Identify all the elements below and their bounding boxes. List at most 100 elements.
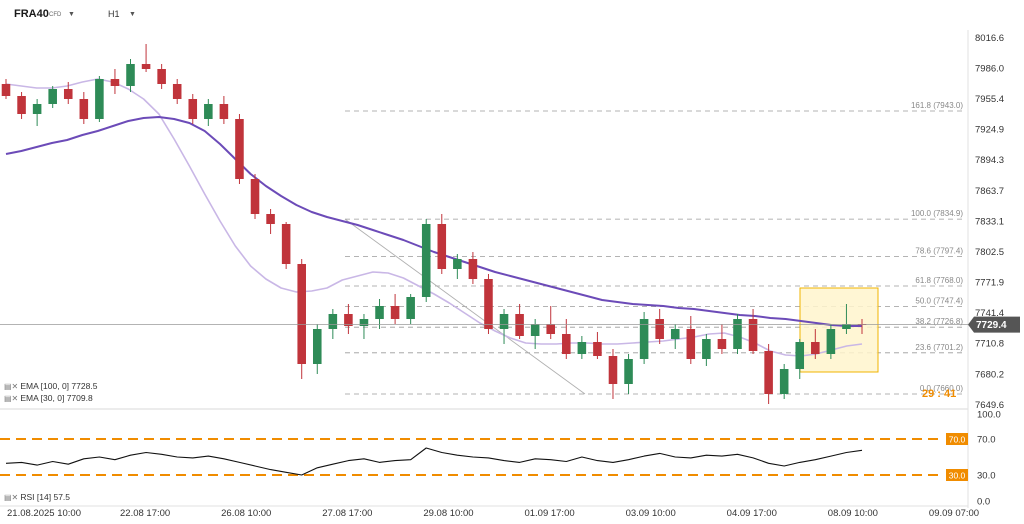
fib-level-label: 0.0 (7660.0) xyxy=(920,384,963,393)
candle-body xyxy=(359,319,369,326)
rsi-tick-label: 70.0 xyxy=(977,435,996,446)
current-price-label: 7729.4 xyxy=(976,320,1007,331)
rsi-tick-label: 30.0 xyxy=(977,471,996,482)
candle-body xyxy=(670,329,680,339)
rsi-level-tag-label: 30.0 xyxy=(949,471,966,481)
candle-body xyxy=(484,279,493,329)
candle-body xyxy=(48,89,57,104)
legend-rsi-value: 57.5 xyxy=(53,492,71,502)
price-tick-label: 7680.2 xyxy=(975,369,1004,380)
zone-note: 29 : 41 xyxy=(922,388,956,400)
candle-body xyxy=(748,319,758,351)
candle-body xyxy=(312,329,322,364)
candle-body xyxy=(266,214,275,224)
candle-body xyxy=(172,84,182,99)
legend-settings-icon[interactable]: ▤✕ xyxy=(4,493,19,502)
fib-level-label: 50.0 (7747.4) xyxy=(915,297,963,306)
candle-body xyxy=(608,356,618,384)
candle-body xyxy=(779,369,789,394)
legend-ema30-label: EMA [30, 0] xyxy=(20,393,65,403)
current-price-tag xyxy=(968,316,1020,333)
candle-body xyxy=(468,259,478,279)
time-tick-label: 27.08 17:00 xyxy=(322,508,372,519)
candle-body xyxy=(639,319,649,359)
candle-body xyxy=(110,79,120,86)
price-tick-label: 7802.5 xyxy=(975,247,1004,258)
candle-body xyxy=(530,324,540,336)
fib-level-label: 78.6 (7797.4) xyxy=(915,247,963,256)
price-tick-label: 7924.9 xyxy=(975,125,1004,136)
price-tick-label: 7894.3 xyxy=(975,155,1004,166)
ema100-line xyxy=(5,116,862,327)
candle-body xyxy=(95,79,104,119)
candle-body xyxy=(188,99,198,119)
candle-body xyxy=(842,324,851,329)
time-tick-label: 29.08 10:00 xyxy=(423,508,473,519)
candle-body xyxy=(499,314,509,329)
time-tick-label: 08.09 10:00 xyxy=(828,508,878,519)
time-tick-label: 09.09 07:00 xyxy=(929,508,979,519)
candle-body xyxy=(795,342,805,369)
time-tick-label: 01.09 17:00 xyxy=(524,508,574,519)
symbol-chevron-down-icon[interactable]: ▼ xyxy=(68,11,75,18)
price-tick-label: 7833.1 xyxy=(975,216,1004,227)
rsi-level-tag xyxy=(946,469,968,481)
candle-body xyxy=(733,319,742,349)
price-tick-label: 7649.6 xyxy=(975,400,1004,411)
candle-body xyxy=(281,224,291,264)
rsi-level-tag xyxy=(946,433,968,445)
candle-body xyxy=(686,329,696,359)
fib-level-label: 100.0 (7834.9) xyxy=(911,209,963,218)
candle-body xyxy=(811,342,820,354)
time-tick-label: 22.08 17:00 xyxy=(120,508,170,519)
symbol-selector[interactable]: FRA40 xyxy=(14,8,49,20)
candle-body xyxy=(250,179,260,214)
current-price-marker: 7729.4 xyxy=(0,316,1020,333)
candle-body xyxy=(624,359,633,384)
price-tick-label: 7955.4 xyxy=(975,94,1004,105)
rsi-line xyxy=(5,447,863,476)
candle-body xyxy=(32,104,42,114)
candle-body xyxy=(141,64,151,69)
candle-body xyxy=(235,119,244,179)
candle-body xyxy=(421,224,431,297)
candle-body xyxy=(375,306,384,319)
candle-body xyxy=(437,224,447,269)
candle-body xyxy=(219,104,229,119)
candle-body xyxy=(17,96,26,114)
timeframe-chevron-down-icon[interactable]: ▼ xyxy=(129,11,136,18)
candle-body xyxy=(126,64,135,86)
legend-ema100-label: EMA [100, 0] xyxy=(20,381,70,391)
price-axis: 8016.6 7986.0 7955.4 7924.9 7894.3 7863.7 7833… xyxy=(975,33,1004,411)
legend-ema30[interactable]: ▤✕ EMA [30, 0] 7709.8 xyxy=(4,393,93,403)
ema30-line xyxy=(5,78,863,357)
candle-body xyxy=(655,319,664,339)
fib-trend-line xyxy=(344,218,586,395)
rsi-tick-label: 100.0 xyxy=(977,410,1001,421)
candle-body xyxy=(593,342,602,356)
time-tick-label: 21.08.2025 10:00 xyxy=(7,508,81,519)
candle-body xyxy=(297,264,306,364)
candle-body xyxy=(453,259,462,269)
candle-body xyxy=(204,104,213,119)
ema-lines xyxy=(5,78,863,357)
candle-body xyxy=(63,89,73,99)
timeframe-selector[interactable]: H1 xyxy=(108,9,120,19)
legend-settings-icon[interactable]: ▤✕ xyxy=(4,382,19,391)
setup-highlight-box xyxy=(799,287,879,373)
fib-level-label: 161.8 (7943.0) xyxy=(911,101,963,110)
candle-body xyxy=(157,69,166,84)
price-tick-label: 8016.6 xyxy=(975,33,1004,44)
candle-body xyxy=(702,339,711,359)
candle-body xyxy=(562,334,571,354)
price-tick-label: 7771.9 xyxy=(975,278,1004,289)
candle-body xyxy=(717,339,727,349)
legend-ema100[interactable]: ▤✕ EMA [100, 0] 7728.5 xyxy=(4,381,97,391)
legend-settings-icon[interactable]: ▤✕ xyxy=(4,394,19,403)
price-tick-label: 7986.0 xyxy=(975,64,1004,75)
highlight-zone: 29 : 41 xyxy=(799,287,956,400)
legend-rsi[interactable]: ▤✕ RSI [14] 57.5 xyxy=(4,492,70,502)
candle-body xyxy=(546,324,556,334)
price-tick-label: 7741.4 xyxy=(975,308,1004,319)
